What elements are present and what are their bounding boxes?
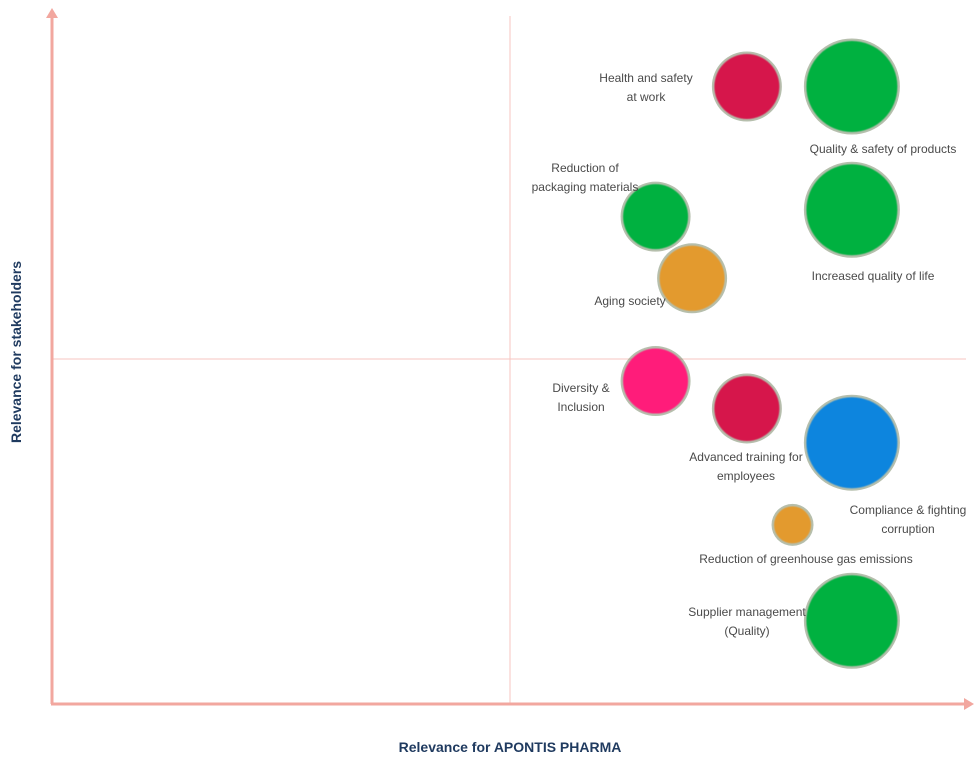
bubble-label: at work	[627, 90, 667, 104]
y-axis-title: Relevance for stakeholders	[8, 261, 24, 443]
bubble-point	[660, 246, 725, 311]
bubble-label: Supplier management	[688, 605, 806, 619]
bubble-label: Inclusion	[557, 400, 604, 414]
bubble-label: Health and safety	[599, 71, 692, 85]
bubble-label: Increased quality of life	[812, 269, 935, 283]
bubble-point	[806, 164, 897, 255]
bubble-0	[712, 52, 782, 122]
bubble-label: Aging society	[594, 294, 665, 308]
bubbles	[621, 39, 900, 669]
bubble-point	[806, 41, 897, 132]
bubble-label: employees	[717, 469, 775, 483]
x-axis-title: Relevance for APONTIS PHARMA	[399, 739, 622, 755]
bubble-label: Compliance & fighting	[850, 503, 967, 517]
bubble-label: Advanced training for	[689, 450, 802, 464]
bubble-4	[657, 243, 727, 313]
bubble-point	[806, 397, 897, 488]
bubble-label: (Quality)	[724, 624, 769, 638]
bubble-8	[772, 504, 814, 546]
bubble-3	[804, 162, 900, 258]
bubble-labels: Health and safety at work Quality & safety…	[532, 71, 967, 638]
bubble-1	[804, 39, 900, 135]
bubble-point	[623, 349, 688, 414]
x-axis-arrow	[964, 698, 974, 710]
bubble-9	[804, 573, 900, 669]
bubble-6	[712, 373, 782, 443]
bubble-point	[806, 575, 897, 666]
bubble-label: packaging materials	[532, 180, 639, 194]
bubble-label: Diversity &	[552, 381, 609, 395]
bubble-5	[621, 346, 691, 416]
bubble-7	[804, 395, 900, 491]
bubble-point	[714, 54, 779, 119]
bubble-label: Reduction of greenhouse gas emissions	[699, 552, 912, 566]
bubble-label: Quality & safety of products	[810, 142, 957, 156]
bubble-point	[774, 506, 811, 543]
bubble-point	[714, 376, 779, 441]
bubble-label: corruption	[881, 522, 934, 536]
bubble-label: Reduction of	[551, 161, 619, 175]
y-axis-arrow	[46, 8, 58, 18]
